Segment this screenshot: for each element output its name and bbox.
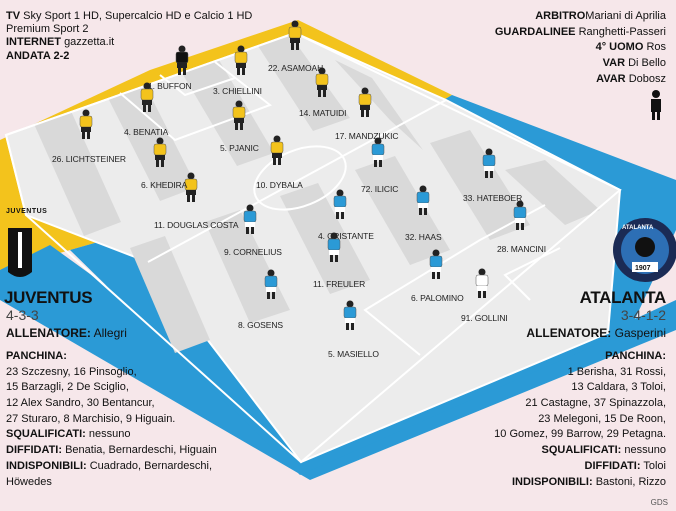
- away-panchina-line: 21 Castagne, 37 Spinazzola,: [525, 397, 666, 410]
- pitch-markings: [4, 31, 622, 464]
- player-figure: [288, 20, 302, 50]
- player-figure: [140, 82, 154, 112]
- player-figure: [264, 269, 278, 299]
- away-coach: ALLENATORE: Gasperini: [526, 326, 666, 340]
- away-diffidati: DIFFIDATI: Toloi: [584, 459, 667, 472]
- juventus-logo: [8, 228, 32, 277]
- away-player-label: 91. GOLLINI: [461, 313, 508, 323]
- home-coach: ALLENATORE: Allegri: [6, 326, 127, 340]
- player-figure: [175, 45, 189, 75]
- juventus-logo-text: JUVENTUS: [6, 208, 48, 215]
- home-panchina-line: 15 Barzagli, 2 De Sciglio,: [6, 381, 129, 394]
- player-figure: [482, 148, 496, 178]
- home-panchina-line: 27 Sturaro, 8 Marchisio, 9 Higuain.: [6, 412, 176, 425]
- away-player-label: 5. MASIELLO: [328, 349, 379, 359]
- away-details: PANCHINA: 1 Berisha, 31 Rossi, 13 Caldar…: [494, 349, 666, 490]
- tv-line-2: Premium Sport 2: [6, 23, 89, 35]
- tv-line: TV Sky Sport 1 HD, Supercalcio HD e Calc…: [6, 10, 253, 22]
- home-formation: 4-3-3: [6, 307, 39, 323]
- away-player-label: 72. ILICIC: [361, 184, 399, 194]
- credit: GDS: [650, 498, 668, 507]
- home-panchina-line: 12 Alex Sandro, 30 Bentancur,: [6, 397, 155, 410]
- away-panchina-line: 1 Berisha, 31 Rossi,: [567, 365, 666, 378]
- official-quarto: 4° UOMO Ros: [595, 41, 666, 54]
- home-player-label: 4. BENATIA: [124, 127, 169, 137]
- home-player-label: 14. MATUIDI: [299, 108, 347, 118]
- player-figure: [234, 45, 248, 75]
- pitch-stripes: [34, 35, 600, 353]
- player-figure: [184, 172, 198, 202]
- home-player-label: 1. BUFFON: [148, 81, 192, 91]
- atalanta-logo: [613, 218, 676, 282]
- away-player-label: 8. GOSENS: [238, 320, 283, 330]
- away-team-name: ATALANTA: [579, 288, 667, 307]
- away-panchina-line: 23 Melegoni, 15 De Roon,: [538, 412, 666, 425]
- away-player-label: 6. PALOMINO: [411, 293, 464, 303]
- internet-line: INTERNET gazzetta.it: [6, 36, 115, 48]
- player-figure: [232, 100, 246, 130]
- home-team-name: JUVENTUS: [4, 288, 93, 307]
- home-panchina-label: PANCHINA:: [6, 350, 67, 362]
- home-indisponibili: INDISPONIBILI: Cuadrado, Bernardeschi,: [6, 459, 213, 472]
- player-figure: [153, 137, 167, 167]
- officials: ARBITROMariani di Aprilia GUARDALINEE Ra…: [495, 9, 666, 87]
- home-player-label: 6. KHEDIRA: [141, 180, 188, 190]
- atalanta-logo-text: ATALANTA: [622, 225, 654, 231]
- home-diffidati: DIFFIDATI: Benatia, Bernardeschi, Higuai…: [6, 444, 217, 457]
- home-player-label: 26. LICHTSTEINER: [52, 154, 126, 164]
- player-figure: [243, 204, 257, 234]
- player-figure: [327, 232, 341, 262]
- player-figure: [429, 249, 443, 279]
- home-player-label: 3. CHIELLINI: [213, 86, 262, 96]
- player-figure: [475, 268, 489, 298]
- home-player-label: 11. DOUGLAS COSTA: [154, 220, 239, 230]
- away-player-label: 28. MANCINI: [497, 244, 546, 254]
- official-avar: AVAR Dobosz: [596, 72, 666, 85]
- away-player-label: 33. HATEBOER: [463, 193, 523, 203]
- away-squalificati: SQUALIFICATI: nessuno: [541, 444, 667, 457]
- away-player-label: 32. HAAS: [405, 232, 442, 242]
- home-details: PANCHINA: 23 Szczesny, 16 Pinsoglio, 15 …: [6, 349, 217, 490]
- player-figure: [371, 137, 385, 167]
- away-player-label: 4. CRISTANTE: [318, 231, 374, 241]
- official-guardalinee: GUARDALINEE Ranghetti-Passeri: [494, 25, 666, 38]
- player-figure: [333, 189, 347, 219]
- away-player-label: 11. FREULER: [313, 279, 366, 289]
- referee-figure: [651, 90, 661, 120]
- away-formation: 3-4-1-2: [620, 307, 666, 323]
- player-figure: [358, 87, 372, 117]
- away-panchina-line: 10 Gomez, 99 Barrow, 29 Petagna.: [494, 428, 666, 441]
- home-player-label: 17. MANDZUKIC: [335, 131, 399, 141]
- away-panchina-line: 13 Caldara, 3 Toloi,: [571, 381, 666, 394]
- player-figure: [343, 300, 357, 330]
- player-figure: [270, 135, 284, 165]
- home-player-label: 5. PJANIC: [220, 143, 259, 153]
- away-player-label: 9. CORNELIUS: [224, 247, 282, 257]
- away-panchina-label: PANCHINA:: [605, 350, 666, 362]
- player-figure: [513, 200, 527, 230]
- home-player-label: 10. DYBALA: [256, 180, 303, 190]
- player-figure: [79, 109, 93, 139]
- andata: ANDATA 2-2: [6, 50, 70, 62]
- away-indisponibili: INDISPONIBILI: Bastoni, Rizzo: [511, 475, 666, 488]
- atalanta-logo-year: 1907: [635, 265, 651, 272]
- official-var: VAR Di Bello: [602, 57, 666, 70]
- home-squalificati: SQUALIFICATI: nessuno: [6, 428, 131, 441]
- home-panchina-line: 23 Szczesny, 16 Pinsoglio,: [6, 365, 137, 378]
- player-figure: [315, 67, 329, 97]
- player-figure: [416, 185, 430, 215]
- players: [79, 20, 527, 330]
- official-arbitro: ARBITROMariani di Aprilia: [535, 10, 666, 22]
- home-player-label: 22. ASAMOAH: [268, 63, 324, 73]
- home-indisponibili-line: Höwedes: [6, 475, 52, 488]
